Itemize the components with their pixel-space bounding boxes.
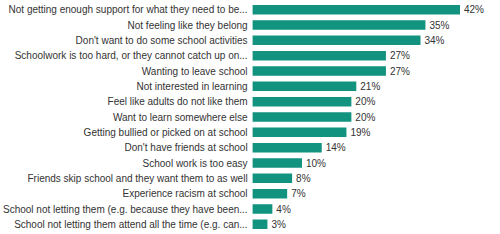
svg-text:27%: 27% bbox=[390, 66, 410, 77]
svg-text:42%: 42% bbox=[464, 4, 484, 15]
svg-text:Not getting enough support for: Not getting enough support for what they… bbox=[9, 4, 248, 15]
svg-text:Want to learn somewhere else: Want to learn somewhere else bbox=[113, 112, 248, 123]
svg-text:Don't want to do some school a: Don't want to do some school activities bbox=[76, 35, 248, 46]
svg-text:27%: 27% bbox=[390, 50, 410, 61]
svg-text:School work is too easy: School work is too easy bbox=[143, 158, 248, 169]
svg-text:20%: 20% bbox=[355, 96, 375, 107]
svg-text:3%: 3% bbox=[271, 219, 286, 230]
svg-text:20%: 20% bbox=[355, 112, 375, 123]
svg-text:21%: 21% bbox=[360, 81, 380, 92]
svg-text:Not interested in learning: Not interested in learning bbox=[136, 81, 247, 92]
svg-text:School not letting them attend: School not letting them attend all the t… bbox=[14, 219, 247, 230]
svg-text:Getting bullied or picked on a: Getting bullied or picked on at school bbox=[84, 127, 248, 138]
svg-text:19%: 19% bbox=[350, 127, 370, 138]
svg-text:Don't have friends at school: Don't have friends at school bbox=[125, 142, 248, 153]
svg-text:Wanting to leave school: Wanting to leave school bbox=[142, 66, 248, 77]
svg-text:4%: 4% bbox=[276, 204, 291, 215]
svg-text:35%: 35% bbox=[429, 20, 449, 31]
svg-text:7%: 7% bbox=[291, 188, 306, 199]
svg-text:Friends skip school and they w: Friends skip school and they want them t… bbox=[27, 173, 247, 184]
svg-text:14%: 14% bbox=[326, 142, 346, 153]
svg-text:8%: 8% bbox=[296, 173, 311, 184]
svg-text:Not feeling like they belong: Not feeling like they belong bbox=[128, 20, 248, 31]
svg-text:34%: 34% bbox=[424, 35, 444, 46]
svg-text:Feel like adults do not like t: Feel like adults do not like them bbox=[108, 96, 248, 107]
svg-text:10%: 10% bbox=[306, 158, 326, 169]
svg-text:Schoolwork is too hard, or the: Schoolwork is too hard, or they cannot c… bbox=[15, 50, 248, 61]
svg-text:Experience racism at school: Experience racism at school bbox=[123, 188, 248, 199]
svg-text:School not letting them (e.g.: School not letting them (e.g. because th… bbox=[3, 204, 248, 215]
